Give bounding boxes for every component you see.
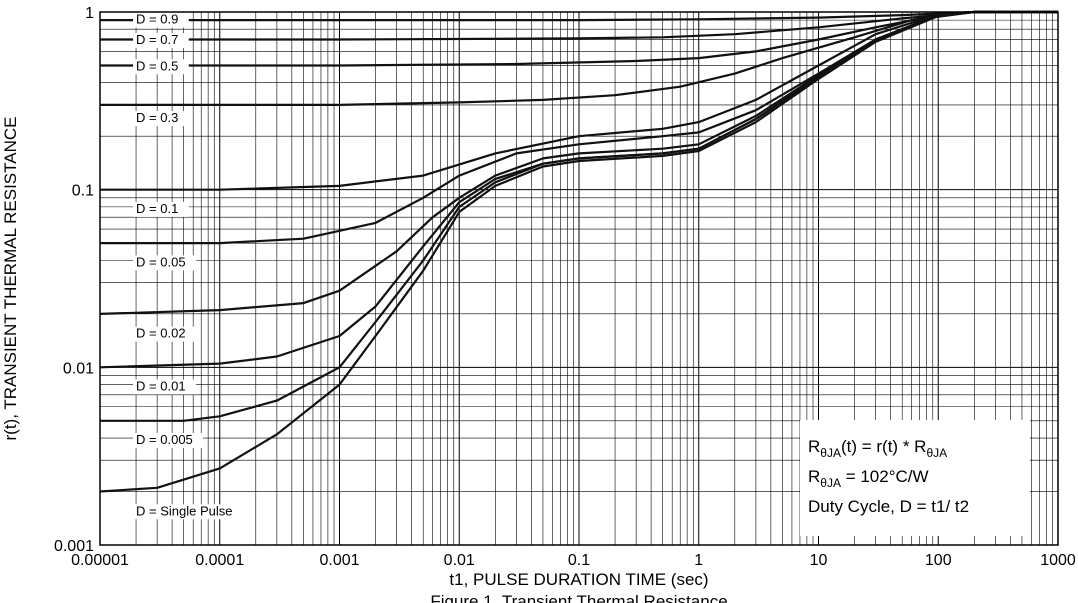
- series-label-5: D = 0.05: [136, 254, 186, 269]
- series-line-8: [100, 10, 1058, 422]
- series-label-bg-9: [133, 504, 253, 520]
- y-tick-label: 0.1: [72, 183, 94, 200]
- x-tick-label: 0.0001: [195, 552, 244, 569]
- series-label-6: D = 0.02: [136, 326, 186, 341]
- series-line-4: [100, 10, 1058, 191]
- series-label-bg-0: [133, 12, 189, 28]
- x-tick-label: 100: [925, 552, 952, 569]
- grid-lines: [99, 12, 1058, 546]
- y-tick-label: 0.001: [54, 538, 94, 555]
- x-tick-label: 0.001: [319, 552, 359, 569]
- series-label-bg-3: [133, 111, 189, 127]
- series-label-3: D = 0.3: [136, 110, 178, 125]
- x-tick-label: 1: [694, 552, 703, 569]
- series-label-2: D = 0.5: [136, 58, 178, 73]
- series-label-bg-1: [133, 33, 189, 49]
- x-tick-label: 0.00001: [71, 552, 129, 569]
- series-label-bg-7: [133, 379, 196, 395]
- tick-labels: 0.00001 0.0001 0.001 0.01 0.1 1 10 100 1000 1 0.1 0…: [54, 5, 1076, 569]
- series-label-bg-6: [133, 326, 196, 342]
- annotation-line-1: RθJA = 102°C/W: [808, 467, 929, 490]
- annotation-box: RθJA(t) = r(t) * RθJA RθJA = 102°C/W Duty …: [800, 420, 1030, 536]
- series-label-9: D = Single Pulse: [136, 503, 232, 518]
- series-label-bg-4: [133, 201, 189, 217]
- series-labels: D = 0.9 D = 0.7 D = 0.5 D = 0.3 D = 0.1 D = 0…: [133, 12, 253, 520]
- series-lines: [99, 10, 1058, 493]
- y-axis-label: r(t), TRANSIENT THERMAL RESISTANCE: [1, 117, 20, 441]
- annotation-line-2: Duty Cycle, D = t1/ t2: [808, 497, 969, 516]
- series-label-bg-2: [133, 59, 189, 75]
- annotation-line-0: RθJA(t) = r(t) * RθJA: [808, 437, 947, 460]
- figure-caption: Figure 1. Transient Thermal Resistance: [430, 592, 727, 603]
- x-tick-label: 0.1: [568, 552, 590, 569]
- series-label-bg-8: [133, 433, 203, 449]
- x-tick-label: 1000: [1040, 552, 1076, 569]
- series-label-bg-5: [133, 255, 196, 271]
- x-axis-label: t1, PULSE DURATION TIME (sec): [449, 570, 708, 589]
- series-label-4: D = 0.1: [136, 201, 178, 216]
- annotation-bg: [800, 420, 1030, 536]
- y-tick-label: 1: [85, 5, 94, 22]
- y-tick-label: 0.01: [63, 360, 94, 377]
- plot-frame: [99, 11, 1059, 546]
- series-label-7: D = 0.01: [136, 379, 186, 394]
- series-label-1: D = 0.7: [136, 32, 178, 47]
- x-tick-label: 10: [810, 552, 828, 569]
- series-label-8: D = 0.005: [136, 432, 193, 447]
- x-tick-label: 0.01: [444, 552, 475, 569]
- series-label-0: D = 0.9: [136, 12, 178, 27]
- series-line-9: [99, 10, 1058, 493]
